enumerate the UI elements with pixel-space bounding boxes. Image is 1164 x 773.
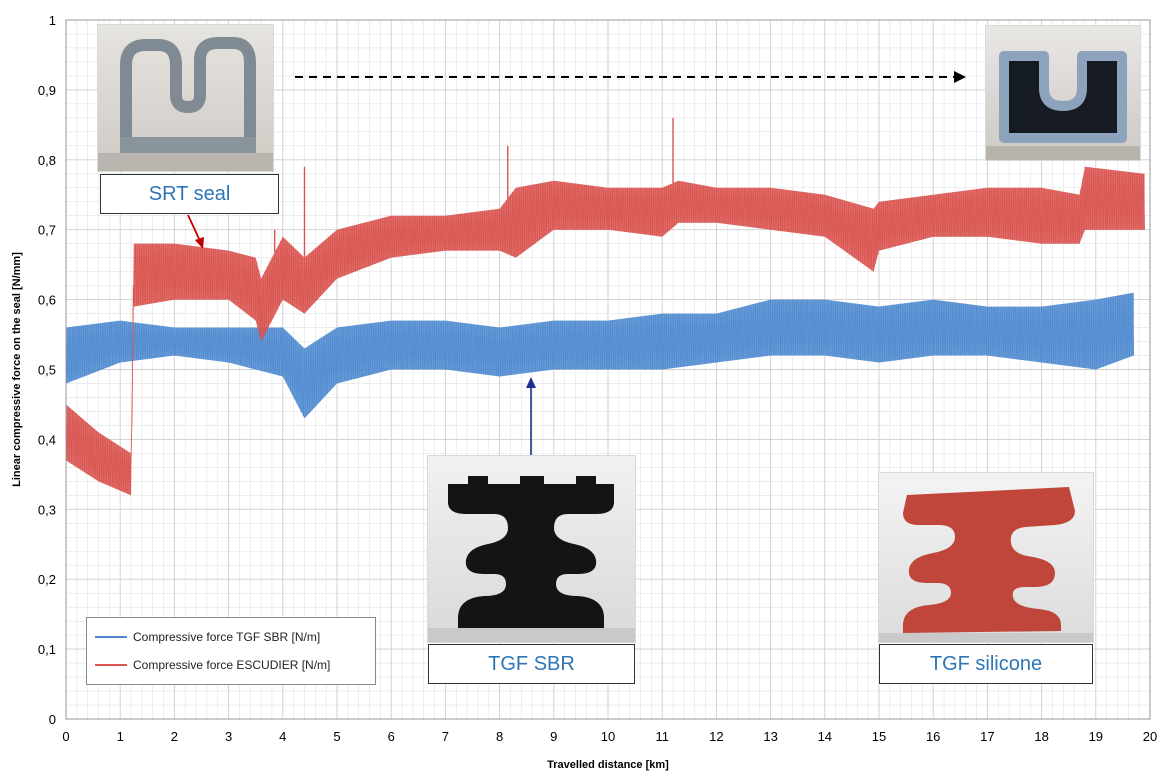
x-tick-label: 10 xyxy=(601,729,615,744)
escudier-trace xyxy=(65,166,1145,495)
tick-labels: 0 1 2 3 4 5 6 7 8 9 10 11 12 13 14 15 16 17 18 19 2000,10,20… xyxy=(38,13,1157,744)
series-tgf-sbr xyxy=(65,292,1135,419)
legend-label-tgf-sbr: Compressive force TGF SBR [N/m] xyxy=(133,630,321,644)
plot-border xyxy=(65,19,1151,720)
tgf-sbr-arrow xyxy=(526,377,536,455)
y-tick-label: 0,1 xyxy=(38,642,56,657)
legend-item-tgf-sbr: Compressive force TGF SBR [N/m] xyxy=(95,628,320,646)
x-tick-label: 8 xyxy=(496,729,503,744)
x-tick-label: 18 xyxy=(1034,729,1048,744)
srt-seal-label: SRT seal xyxy=(100,174,279,214)
legend-swatch-escudier xyxy=(95,664,127,666)
legend-swatch-tgf-sbr xyxy=(95,636,127,638)
legend: Compressive force TGF SBR [N/m] Compress… xyxy=(86,617,376,685)
tgf-sbr-label: TGF SBR xyxy=(428,644,635,684)
x-tick-label: 1 xyxy=(117,729,124,744)
x-tick-label: 15 xyxy=(872,729,886,744)
x-tick-label: 2 xyxy=(171,729,178,744)
dashed-arrow xyxy=(295,71,966,83)
y-tick-label: 0,6 xyxy=(38,293,56,308)
x-tick-label: 20 xyxy=(1143,729,1157,744)
srt-seal-photo-side xyxy=(97,24,274,172)
series-escudier xyxy=(65,117,1145,496)
x-tick-label: 16 xyxy=(926,729,940,744)
y-tick-label: 0,3 xyxy=(38,502,56,517)
y-tick-label: 0,4 xyxy=(38,432,56,447)
y-tick-label: 1 xyxy=(49,13,56,28)
y-tick-label: 0 xyxy=(49,712,56,727)
x-tick-label: 17 xyxy=(980,729,994,744)
y-tick-label: 0,9 xyxy=(38,83,56,98)
y-tick-label: 0,7 xyxy=(38,223,56,238)
x-tick-label: 7 xyxy=(442,729,449,744)
x-tick-label: 13 xyxy=(763,729,777,744)
srt-seal-photo-front xyxy=(985,25,1141,161)
legend-item-escudier: Compressive force ESCUDIER [N/m] xyxy=(95,656,330,674)
x-tick-label: 9 xyxy=(550,729,557,744)
tgf-silicone-label: TGF silicone xyxy=(879,644,1093,684)
tgf-sbr-trace xyxy=(65,292,1135,418)
legend-label-escudier: Compressive force ESCUDIER [N/m] xyxy=(133,658,331,672)
x-tick-label: 12 xyxy=(709,729,723,744)
x-tick-label: 3 xyxy=(225,729,232,744)
x-tick-label: 11 xyxy=(655,729,669,744)
y-tick-label: 0,5 xyxy=(38,363,56,378)
srt-seal-arrow xyxy=(187,214,204,249)
y-axis-label: Linear compressive force on the seal [N/… xyxy=(11,252,23,487)
escudier-envelope xyxy=(66,166,1145,496)
x-tick-label: 14 xyxy=(818,729,832,744)
y-tick-label: 0,2 xyxy=(38,572,56,587)
x-tick-label: 6 xyxy=(388,729,395,744)
plot-frame xyxy=(65,19,1151,720)
y-tick-label: 0,8 xyxy=(38,153,56,168)
tgf-silicone-photo xyxy=(878,472,1094,643)
tgf-sbr-photo xyxy=(427,455,636,643)
x-tick-label: 5 xyxy=(333,729,340,744)
x-tick-label: 4 xyxy=(279,729,286,744)
x-axis-label: Travelled distance [km] xyxy=(547,759,669,771)
x-tick-label: 19 xyxy=(1089,729,1103,744)
x-tick-label: 0 xyxy=(62,729,69,744)
